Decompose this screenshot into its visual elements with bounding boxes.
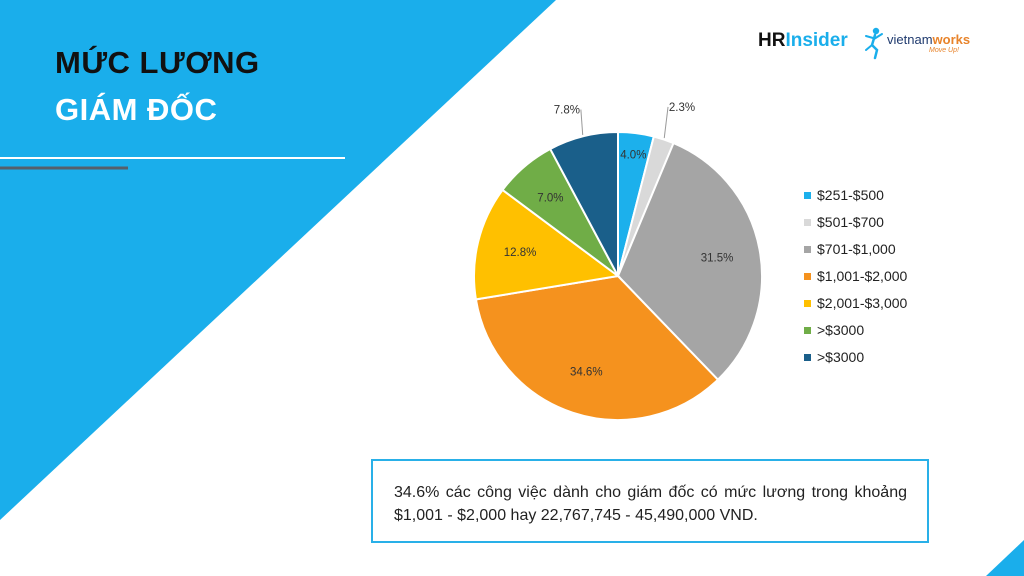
legend-swatch xyxy=(804,246,811,253)
brand-logos: HRInsider vietnamworks Move Up! xyxy=(758,24,978,64)
vietnamworks-logo-light: vietnam xyxy=(887,32,933,47)
legend-label: >$3000 xyxy=(817,322,864,338)
legend-label: >$3000 xyxy=(817,349,864,365)
hr-insider-logo-rest: Insider xyxy=(785,30,848,51)
pie-slice xyxy=(473,188,621,301)
hr-insider-logo-bold: HR xyxy=(758,30,786,51)
slice-data-label: 7.0% xyxy=(537,192,563,204)
blue-diagonal-panel xyxy=(0,0,556,520)
hr-insider-logo: HRInsider xyxy=(758,30,848,52)
slice-leader-line xyxy=(663,106,669,139)
vietnamworks-logo: vietnamworks xyxy=(887,32,970,47)
slice-data-label: 7.8% xyxy=(554,105,580,117)
slice-leader-line xyxy=(580,109,584,135)
page-title-line-2: GIÁM ĐỐC xyxy=(55,92,218,127)
pie-slice xyxy=(616,141,763,382)
runner-icon xyxy=(865,27,883,60)
corner-accent xyxy=(986,540,1024,576)
slice-data-label: 31.5% xyxy=(701,252,734,264)
slice-data-label: 12.8% xyxy=(504,247,537,259)
legend-label: $251-$500 xyxy=(817,187,884,203)
legend-label: $701-$1,000 xyxy=(817,241,896,257)
legend-label: $501-$700 xyxy=(817,214,884,230)
pie-slice xyxy=(474,274,720,421)
summary-note-text: 34.6% các công việc dành cho giám đốc có… xyxy=(394,484,907,524)
legend-swatch xyxy=(804,219,811,226)
slice-data-label: 4.0% xyxy=(620,150,646,162)
legend-swatch xyxy=(804,300,811,307)
pie-slice xyxy=(548,130,619,277)
slice-data-label: 2.3% xyxy=(669,102,695,114)
vietnamworks-logo-bold: works xyxy=(932,32,971,47)
slice-data-label: 34.6% xyxy=(570,367,603,379)
legend-swatch xyxy=(804,327,811,334)
page-title-line-1: MỨC LƯƠNG xyxy=(55,45,260,80)
legend-label: $1,001-$2,000 xyxy=(817,268,908,284)
legend-swatch xyxy=(804,192,811,199)
legend-swatch xyxy=(804,354,811,361)
vietnamworks-tagline: Move Up! xyxy=(929,47,959,54)
summary-note-box: 34.6% các công việc dành cho giám đốc có… xyxy=(371,459,929,543)
legend-label: $2,001-$3,000 xyxy=(817,295,908,311)
legend-swatch xyxy=(804,273,811,280)
